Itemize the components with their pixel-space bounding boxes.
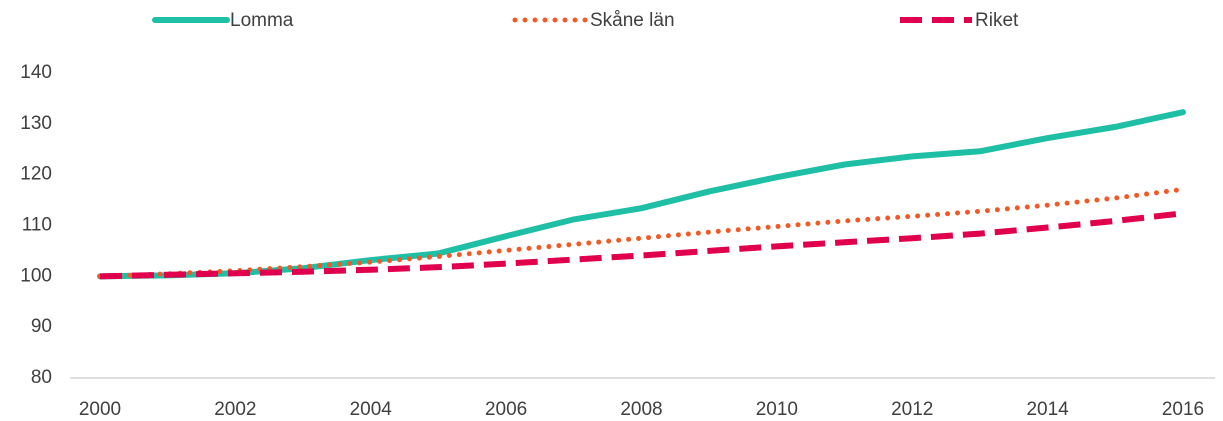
y-tick-label: 140: [20, 62, 52, 83]
legend-label: Skåne län: [590, 10, 675, 31]
y-tick-label: 90: [31, 316, 52, 337]
line-series: [99, 210, 1184, 280]
legend-label: Lomma: [230, 10, 294, 31]
x-tick-label: 2006: [485, 399, 527, 420]
y-tick-label: 80: [31, 367, 52, 388]
x-tick-label: 2002: [214, 399, 256, 420]
legend-label: Riket: [975, 10, 1019, 31]
y-tick-label: 120: [20, 164, 52, 185]
x-tick-label: 2004: [350, 399, 393, 420]
x-tick-label: 2014: [1026, 399, 1069, 420]
x-tick-label: 2016: [1162, 399, 1204, 420]
x-tick-label: 2000: [79, 399, 121, 420]
x-tick-label: 2008: [620, 399, 662, 420]
y-tick-label: 130: [20, 113, 52, 134]
x-tick-label: 2010: [756, 399, 798, 420]
line-series: [97, 109, 1186, 280]
x-tick-label: 2012: [891, 399, 933, 420]
y-tick-label: 100: [20, 265, 52, 286]
y-tick-label: 110: [22, 215, 52, 236]
line-series: [97, 186, 1186, 279]
